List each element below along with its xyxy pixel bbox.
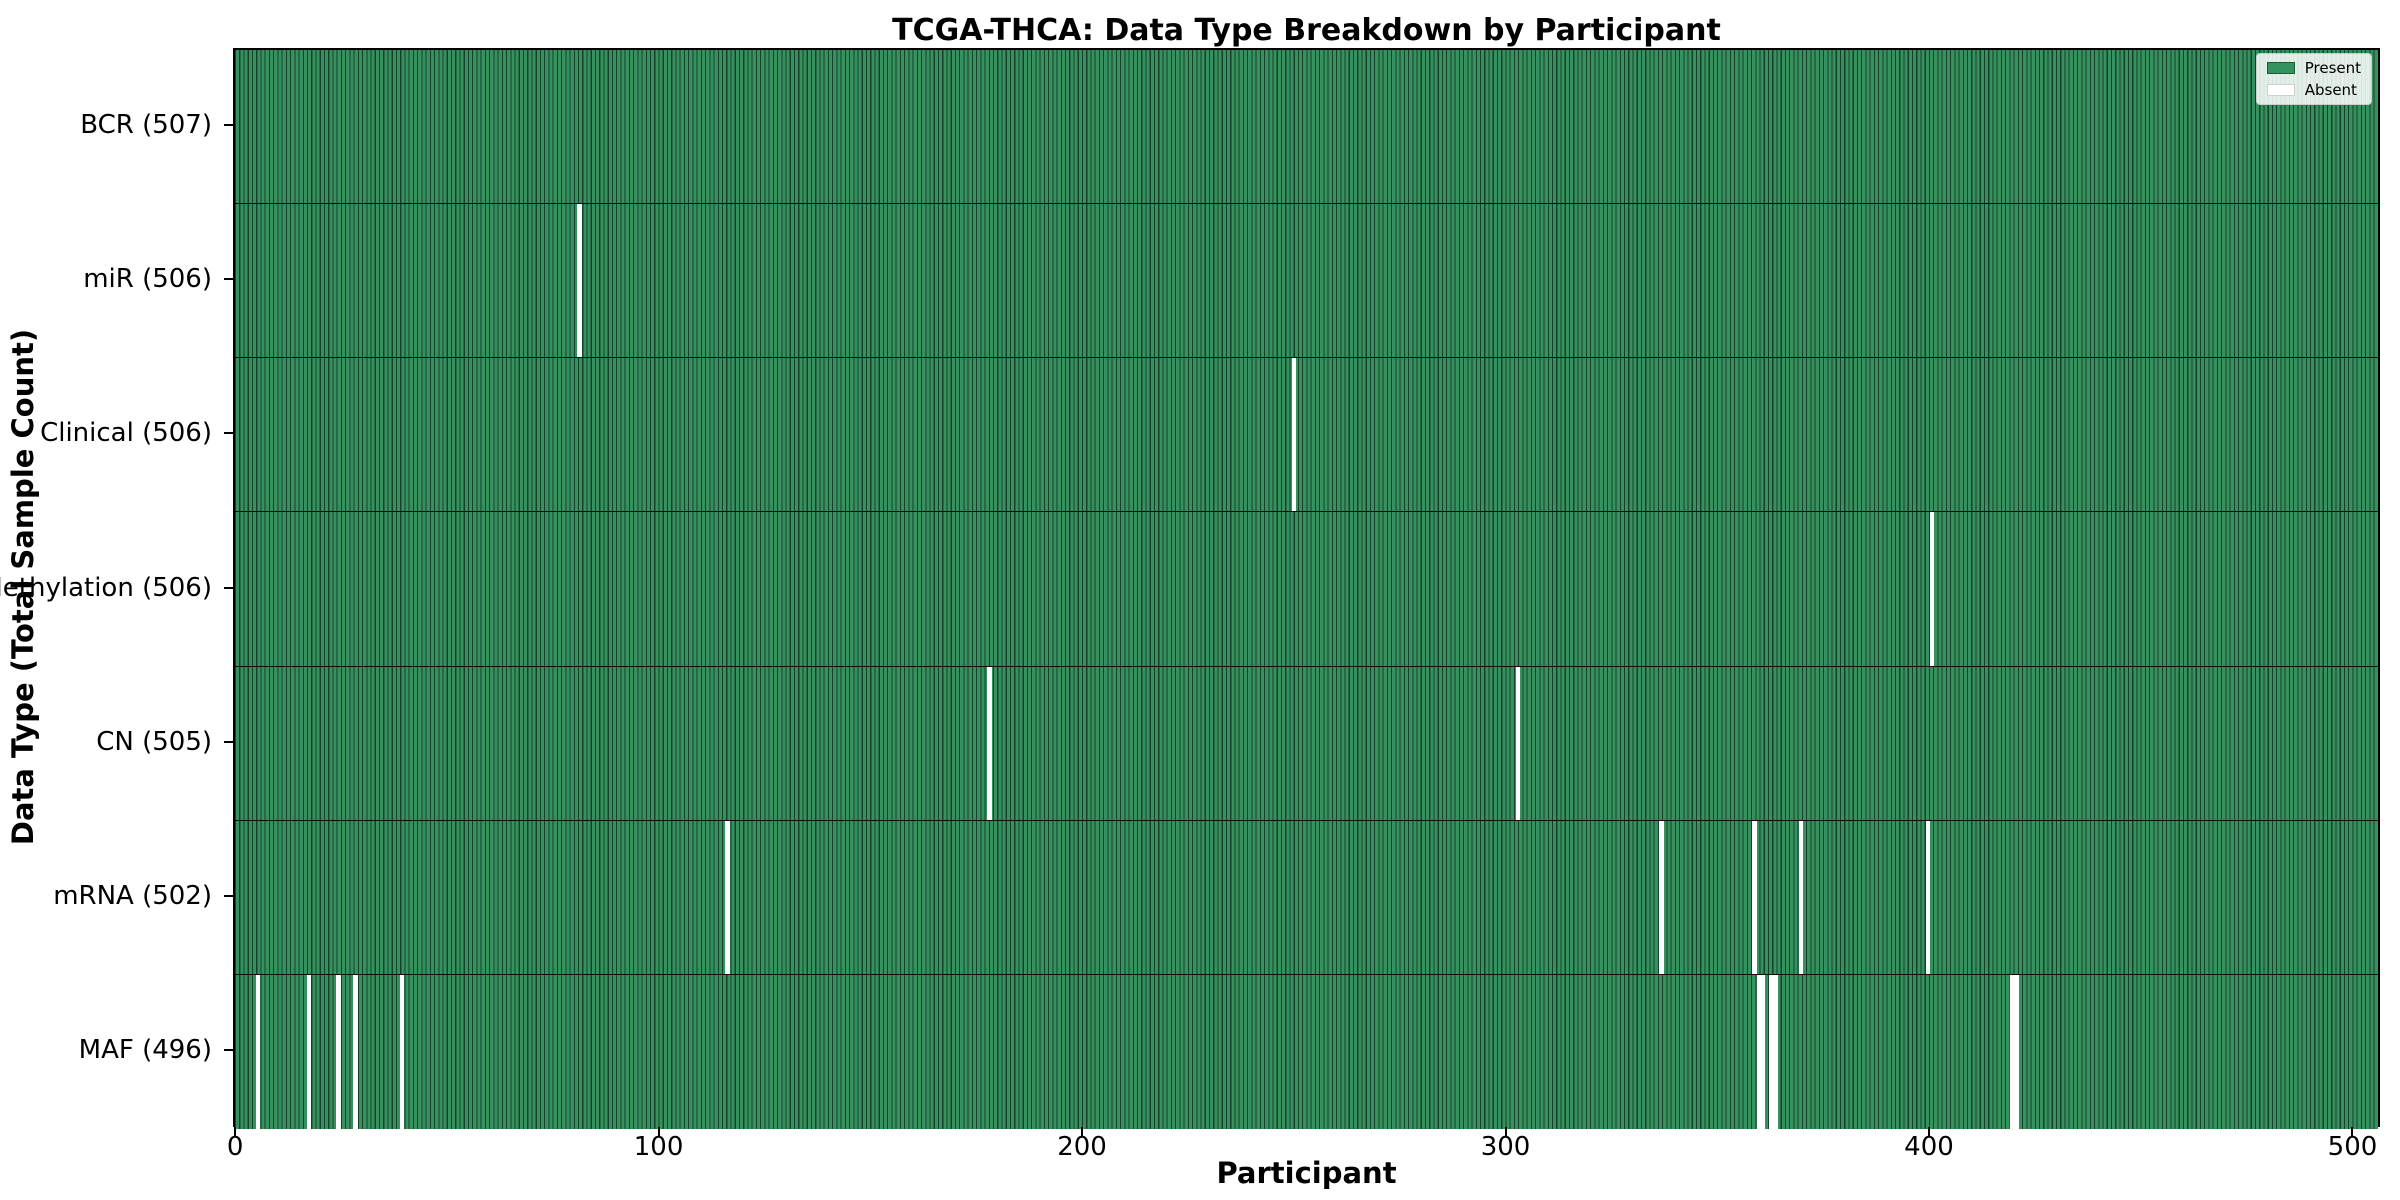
absent-gap-mrna-116 [725, 820, 730, 974]
legend-present-swatch [2266, 62, 2295, 74]
y-tick-label-bcr: BCR (507) [80, 110, 212, 141]
x-tick-mark-0 [234, 1127, 237, 1136]
y-tick-label-mrna: mRNA (502) [53, 880, 212, 911]
x-tick-label-0: 0 [226, 1132, 244, 1162]
row-mrna [235, 820, 2378, 975]
legend-absent-swatch [2266, 84, 2295, 96]
x-tick-mark-500 [2351, 1127, 2354, 1136]
x-tick-mark-100 [657, 1127, 660, 1136]
y-tick-mark-clinical [224, 432, 233, 435]
absent-gap-mrna-359 [1752, 820, 1757, 974]
chart-title: TCGA-THCA: Data Type Breakdown by Partic… [892, 13, 1721, 48]
row-cn [235, 666, 2378, 821]
legend: Present Absent [2255, 53, 2372, 105]
absent-gap-mrna-400 [1925, 820, 1930, 974]
y-tick-label-mir: miR (506) [83, 264, 212, 295]
absent-gap-mrna-337 [1659, 820, 1664, 974]
legend-entry-absent: Absent [2266, 81, 2361, 99]
absent-gap-mrna-370 [1798, 820, 1804, 974]
absent-gap-maf-17 [306, 974, 312, 1129]
y-tick-mark-mir [224, 278, 233, 281]
x-tick-label-500: 500 [2327, 1132, 2378, 1162]
y-tick-label-maf: MAF (496) [78, 1034, 212, 1065]
absent-gap-maf-360 [1756, 974, 1761, 1129]
x-tick-label-100: 100 [633, 1132, 684, 1162]
absent-gap-maf-5 [256, 974, 261, 1129]
y-tick-mark-mrna [224, 894, 233, 897]
absent-gap-clinical-250 [1291, 358, 1296, 512]
x-tick-mark-400 [1928, 1127, 1930, 1136]
absent-gap-methylation-401 [1929, 512, 1935, 666]
y-tick-label-methylation: Methylation (506) [0, 572, 212, 603]
legend-absent-label: Absent [2304, 81, 2357, 99]
row-mir [235, 204, 2378, 359]
absent-gap-maf-39 [399, 974, 405, 1129]
y-tick-mark-maf [224, 1048, 233, 1051]
legend-entry-present: Present [2266, 59, 2361, 77]
absent-gap-maf-420 [2010, 974, 2015, 1129]
absent-gap-maf-421 [2014, 974, 2019, 1129]
y-tick-label-cn: CN (505) [96, 726, 212, 757]
absent-gap-maf-361 [1760, 974, 1766, 1129]
rows-container [235, 50, 2378, 1129]
legend-present-label: Present [2304, 59, 2361, 77]
x-tick-label-400: 400 [1904, 1132, 1954, 1162]
row-clinical [235, 358, 2378, 513]
x-tick-mark-200 [1081, 1127, 1084, 1136]
absent-gap-cn-178 [987, 666, 992, 820]
absent-gap-mir-81 [577, 204, 582, 358]
y-tick-label-clinical: Clinical (506) [40, 418, 212, 449]
row-maf [235, 974, 2378, 1129]
row-bcr [235, 50, 2378, 205]
absent-gap-maf-28 [353, 974, 358, 1129]
x-tick-label-300: 300 [1480, 1132, 1531, 1162]
plot-area: Present Absent [233, 48, 2380, 1129]
y-tick-mark-cn [224, 740, 233, 743]
y-tick-mark-bcr [224, 124, 233, 127]
x-tick-mark-300 [1504, 1127, 1507, 1136]
absent-gap-maf-364 [1773, 974, 1778, 1129]
x-tick-label-200: 200 [1057, 1132, 1107, 1162]
absent-gap-cn-303 [1515, 666, 1520, 820]
x-axis-label: Participant [1216, 1156, 1397, 1190]
absent-gap-maf-363 [1769, 974, 1774, 1129]
y-tick-mark-methylation [224, 586, 233, 589]
absent-gap-maf-24 [336, 974, 341, 1129]
row-methylation [235, 512, 2378, 667]
